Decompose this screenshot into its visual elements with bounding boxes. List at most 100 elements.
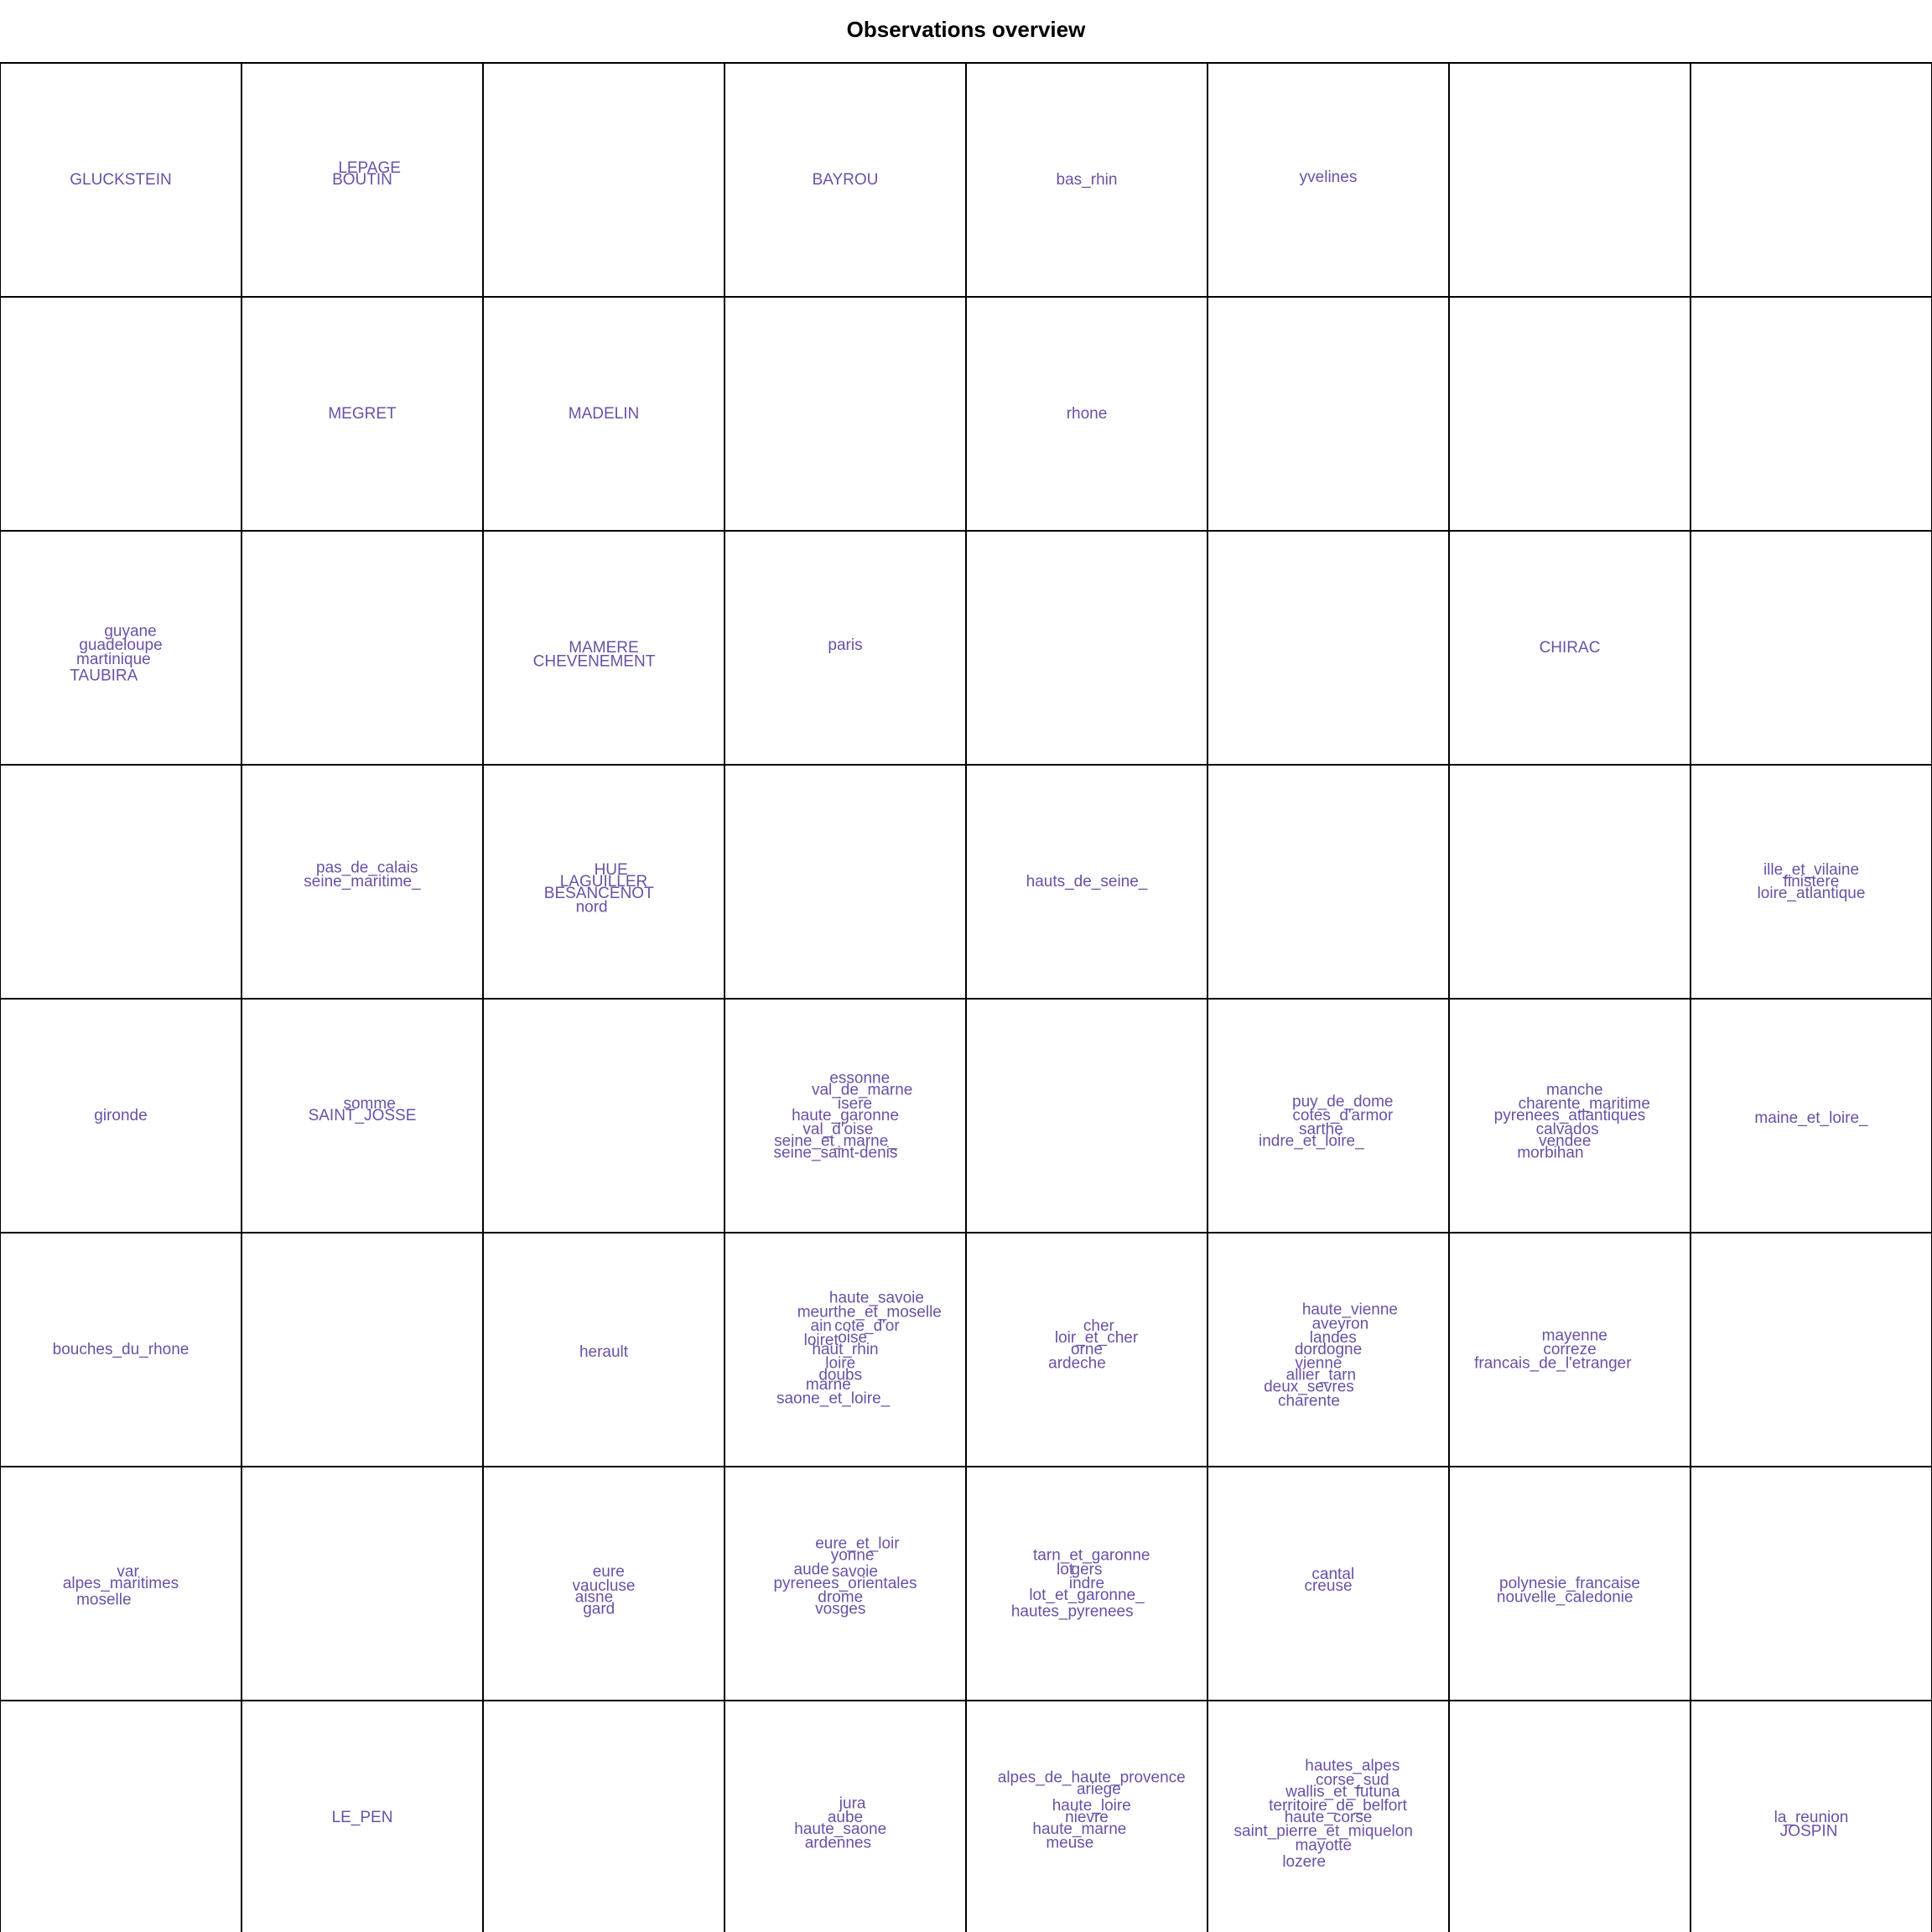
cell-label: TAUBIRA — [70, 667, 138, 684]
cell-label: aveyron — [1312, 1315, 1369, 1332]
cell-label: pyrenees_atlantiques — [1494, 1107, 1646, 1124]
som-cell-r7-c2 — [241, 1466, 484, 1701]
cell-label: gironde — [94, 1107, 147, 1124]
cell-label: yvelines — [1300, 169, 1358, 186]
cell-label: haute_vienne — [1302, 1301, 1398, 1319]
cell-label: francais_de_l'etranger — [1474, 1355, 1632, 1373]
cell-label: savoie — [832, 1563, 878, 1581]
cell-label: lot — [1057, 1561, 1074, 1578]
cell-label: allier_tarn — [1286, 1367, 1356, 1384]
som-cell-r6-c2 — [241, 1232, 484, 1467]
som-cell-r5-c5 — [965, 998, 1208, 1233]
chart-title: Observations overview — [846, 17, 1086, 42]
cell-label: polynesie_francaise — [1499, 1575, 1640, 1592]
cell-label: loiret — [804, 1332, 839, 1349]
som-cell-r2-c4 — [724, 296, 967, 532]
cell-label: guadeloupe — [79, 636, 162, 654]
cell-label: seine_saint-denis — [774, 1145, 898, 1162]
som-cell-r8-c7 — [1448, 1700, 1691, 1932]
som-cell-r7-c8 — [1690, 1466, 1932, 1701]
cell-label: val_de_marne — [812, 1081, 912, 1098]
cell-label: gard — [583, 1601, 615, 1618]
cell-label: rhone — [1067, 405, 1108, 423]
cell-label: puy_de_dome — [1292, 1093, 1393, 1110]
cell-label: marne — [806, 1376, 851, 1394]
som-cell-r1-c7 — [1448, 62, 1691, 298]
cell-label: BOUTIN — [332, 171, 392, 189]
som-cell-r2-c6 — [1207, 296, 1450, 532]
cell-label: indre_et_loire_ — [1259, 1133, 1364, 1150]
cell-label: drome — [818, 1589, 863, 1607]
cell-label: mayenne — [1542, 1327, 1607, 1344]
cell-label: MADELIN — [569, 405, 639, 423]
cell-label: isere — [838, 1095, 872, 1113]
cell-label: aube — [828, 1809, 863, 1826]
cell-label: paris — [828, 636, 862, 654]
cell-label: BAYROU — [813, 171, 879, 189]
cell-label: haute_corse — [1285, 1809, 1373, 1826]
cell-label: saone_et_loire_ — [776, 1390, 891, 1408]
cell-label: hauts_de_seine_ — [1026, 873, 1148, 891]
cell-label: tarn_et_garonne — [1033, 1547, 1150, 1565]
cell-label: var — [117, 1563, 139, 1581]
cell-label: seine_maritime_ — [304, 873, 421, 891]
cell-label: oise — [838, 1329, 867, 1347]
cell-label: ain — [811, 1317, 832, 1335]
cell-label: LEPAGE — [338, 159, 401, 177]
cell-label: ardennes — [805, 1835, 871, 1852]
cell-label: martinique — [76, 651, 151, 668]
cell-label: corse_sud — [1316, 1771, 1389, 1789]
som-cell-r2-c1 — [0, 296, 242, 532]
cell-label: cotes_d'armor — [1292, 1107, 1393, 1124]
cell-label: cantal — [1311, 1566, 1354, 1583]
som-cell-r8-c3 — [482, 1700, 725, 1932]
cell-label: pyrenees_orientales — [773, 1575, 917, 1592]
cell-label: ille_et_vilaine — [1763, 861, 1859, 879]
cell-label: haut_rhin — [812, 1341, 878, 1358]
cell-label: HUE — [595, 861, 628, 879]
cell-label: nouvelle_caledonie — [1497, 1589, 1633, 1607]
cell-label: essonne — [829, 1069, 890, 1087]
som-cell-r4-c7 — [1448, 764, 1691, 1000]
cell-label: doubs — [818, 1367, 862, 1384]
cell-label: CHIRAC — [1540, 639, 1601, 657]
cell-label: MAMERE — [569, 639, 638, 657]
cell-label: sarthe — [1299, 1121, 1343, 1139]
cell-label: haute_garonne — [792, 1107, 899, 1124]
cell-label: somme — [343, 1095, 395, 1113]
cell-label: aisne — [575, 1589, 613, 1607]
som-cell-r2-c7 — [1448, 296, 1691, 532]
cell-label: eure — [593, 1563, 625, 1581]
cell-label: val_d'oise — [802, 1121, 873, 1139]
cell-label: wallis_et_futuna — [1285, 1783, 1400, 1800]
cell-label: JOSPIN — [1780, 1823, 1838, 1841]
cell-label: gers — [1072, 1561, 1103, 1578]
cell-label: LE_PEN — [332, 1809, 393, 1826]
cell-label: vienne — [1295, 1355, 1342, 1373]
cell-label: herault — [579, 1343, 629, 1361]
cell-label: deux_sevres — [1264, 1379, 1354, 1396]
cell-label: la_reunion — [1774, 1809, 1849, 1826]
cell-label: jura — [839, 1794, 866, 1812]
cell-label: finistere — [1784, 873, 1840, 891]
cell-label: vaucluse — [573, 1577, 636, 1595]
cell-label: MEGRET — [328, 405, 397, 423]
cell-label: indre — [1069, 1575, 1104, 1592]
cell-label: correze — [1543, 1341, 1596, 1358]
som-cell-r3-c5 — [965, 530, 1208, 766]
cell-label: seine_et_marne_ — [774, 1133, 897, 1150]
cell-label: guyane — [104, 622, 156, 640]
cell-label: nord — [576, 899, 608, 917]
cell-label: yonne — [831, 1547, 875, 1565]
cell-label: calvados — [1536, 1121, 1599, 1139]
cell-label: vendee — [1539, 1133, 1591, 1150]
cell-label: haute_saone — [794, 1820, 886, 1838]
cell-label: hautes_pyrenees — [1011, 1602, 1134, 1620]
cell-label: bouches_du_rhone — [53, 1341, 190, 1358]
cell-label: haute_marne — [1032, 1820, 1126, 1838]
som-cell-r1-c8 — [1690, 62, 1932, 298]
som-cell-r5-c3 — [482, 998, 725, 1233]
som-cell-r6-c8 — [1690, 1232, 1932, 1467]
cell-label: meurthe_et_moselle — [797, 1303, 942, 1321]
